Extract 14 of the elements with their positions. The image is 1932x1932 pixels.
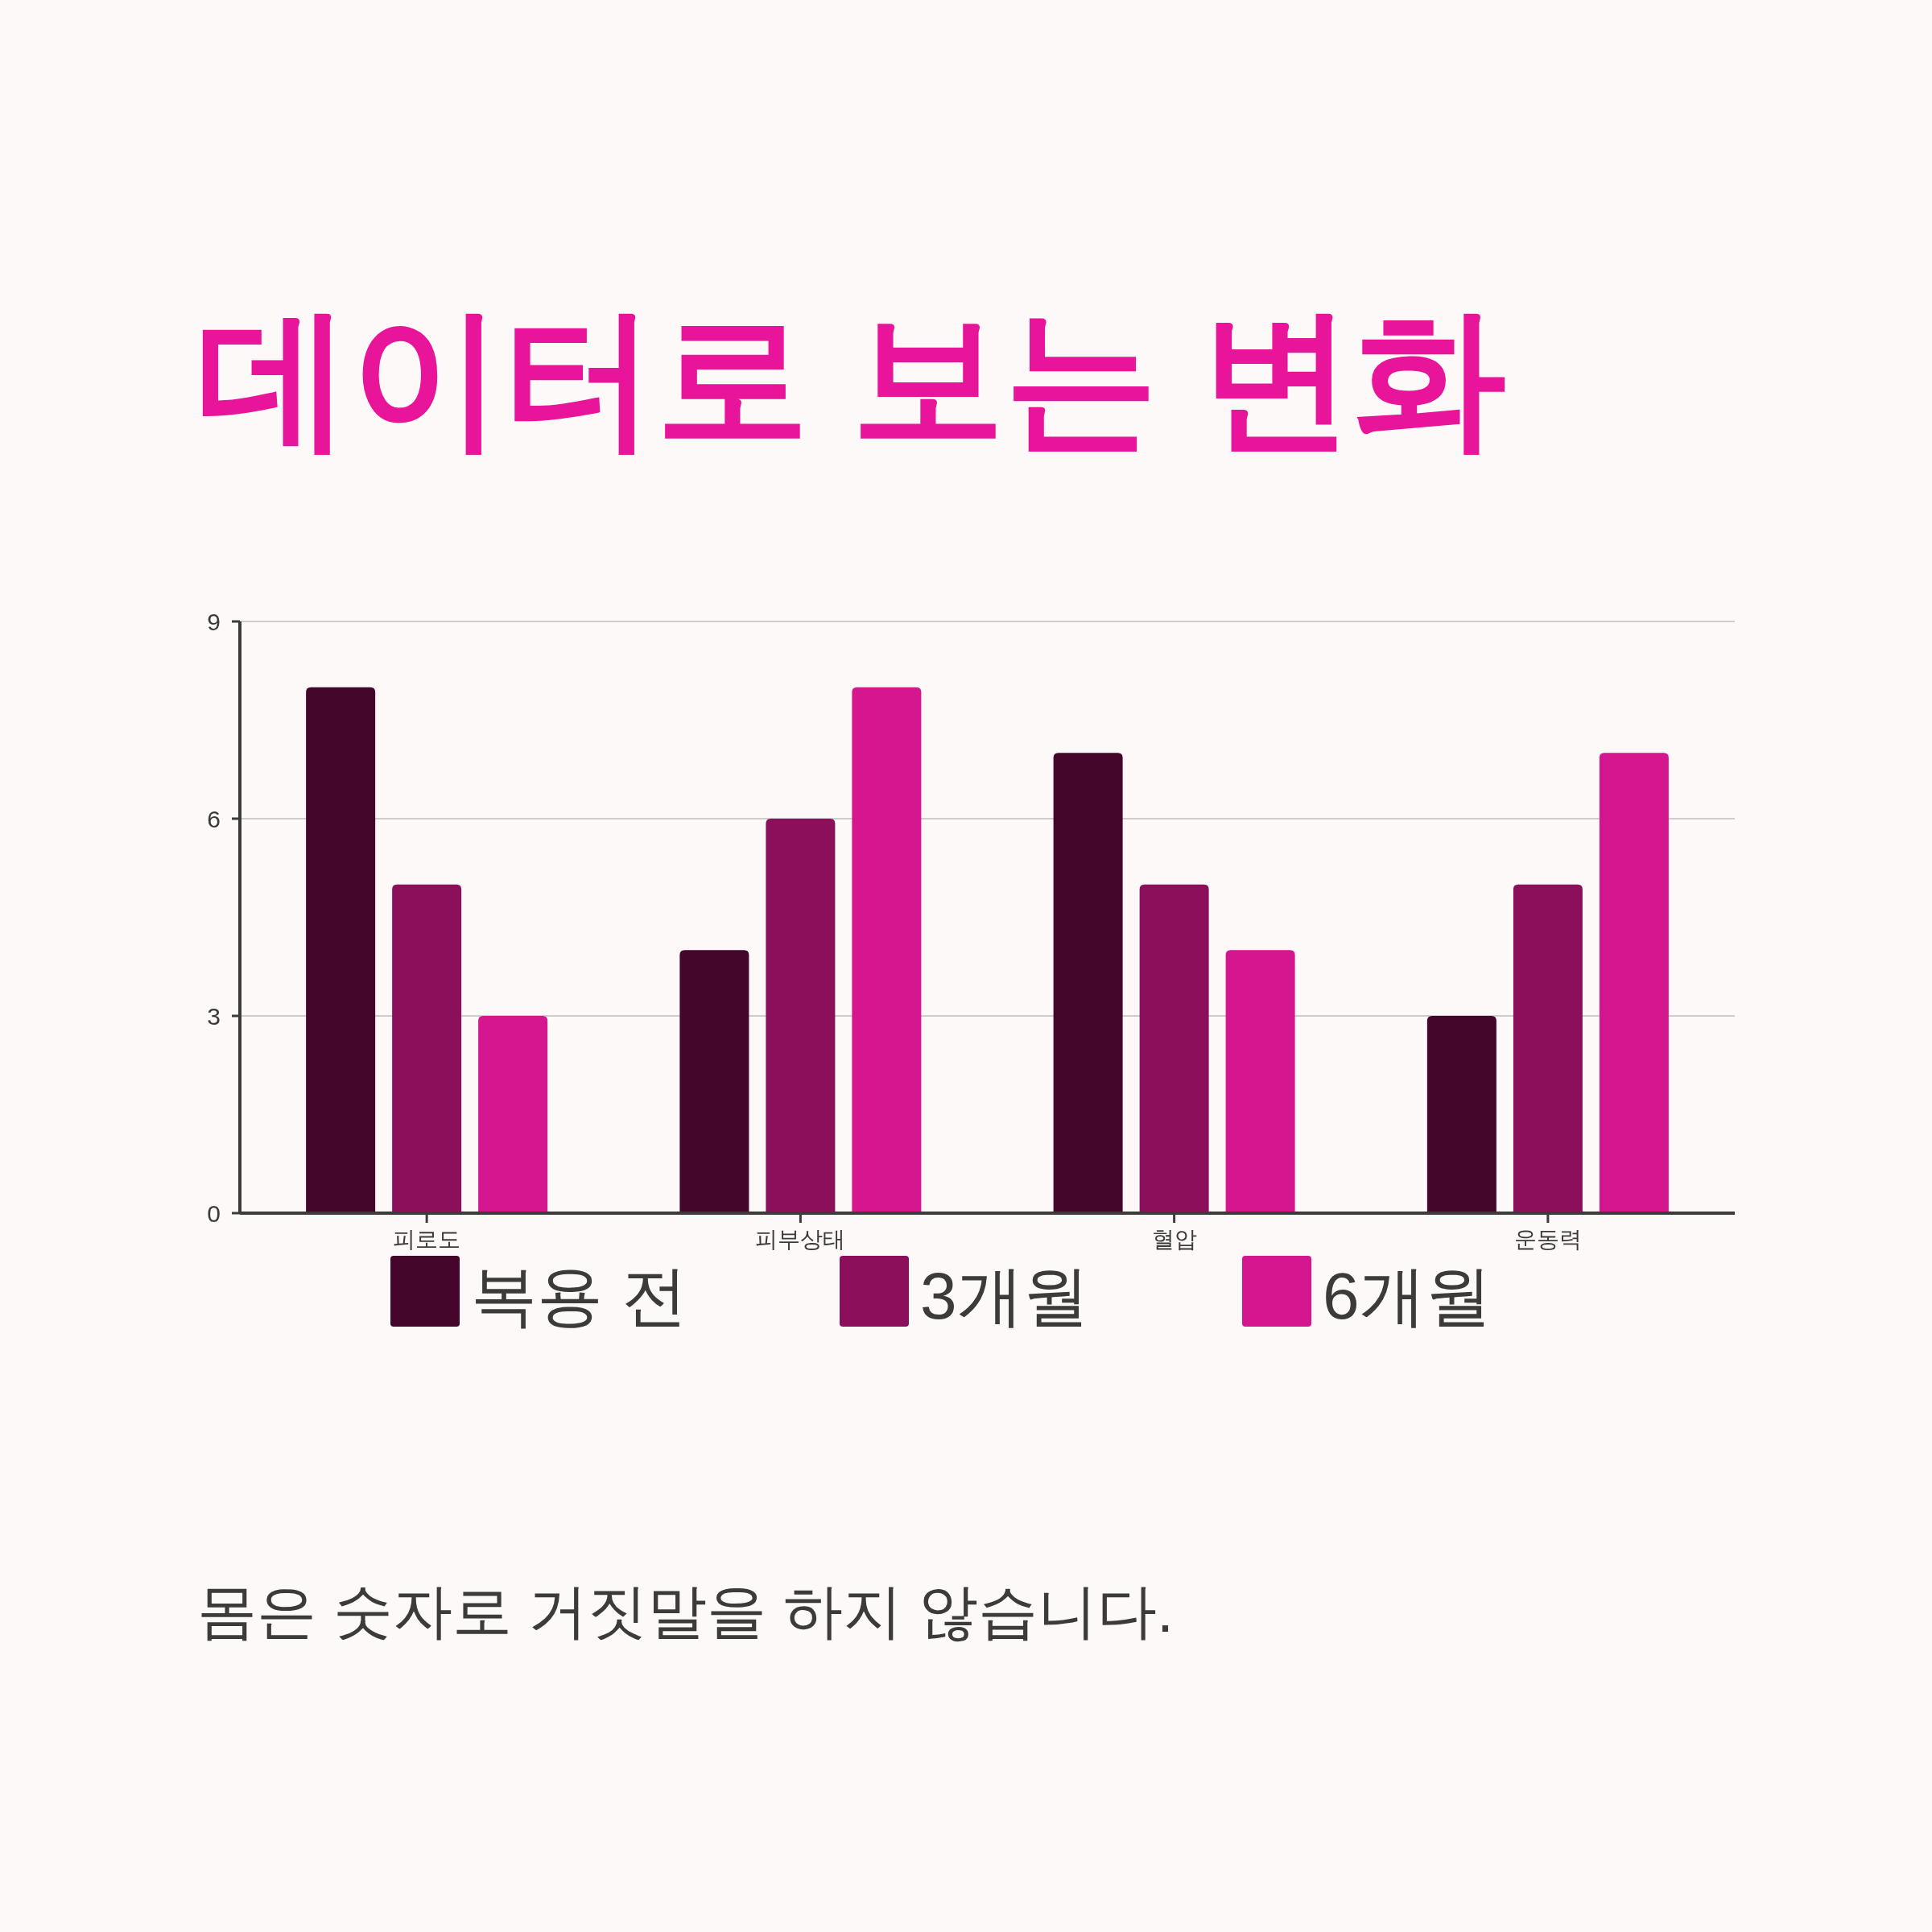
x-tick-label: 피로도 xyxy=(393,1227,461,1252)
x-tick-label: 운동력 xyxy=(1513,1227,1582,1252)
title: 데이터로 보는 변화 xyxy=(197,292,1506,463)
x-tick-label: 피부상태 xyxy=(755,1227,846,1252)
note: 몸은 숫자로 거짓말을 하지 않습니다. xyxy=(197,1578,1174,1645)
plot: 0 3 6 9 피로도 피부상태 혈압 운동력 xyxy=(207,609,1736,1252)
y-tick-label: 9 xyxy=(207,609,221,635)
legend-label: 3개월 xyxy=(920,1259,1089,1332)
y-tick-label: 0 xyxy=(207,1200,221,1227)
y-tick-label: 6 xyxy=(207,806,221,832)
y-tick-label: 3 xyxy=(207,1003,221,1030)
x-tick-label: 혈압 xyxy=(1151,1227,1197,1252)
legend-label: 6개월 xyxy=(1323,1259,1492,1332)
legend-label: 복용 전 xyxy=(471,1259,687,1332)
